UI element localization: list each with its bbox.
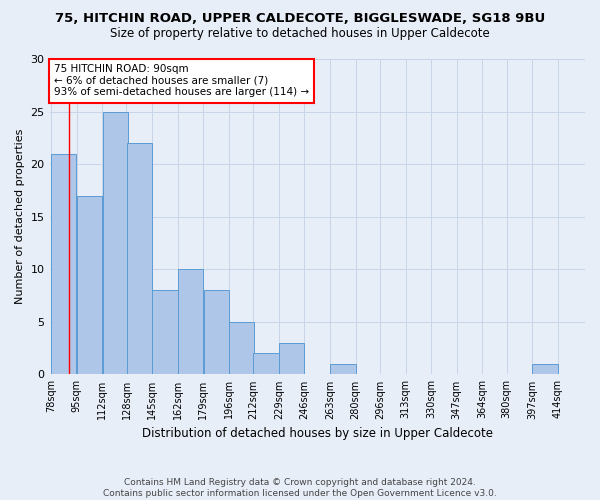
Bar (229, 322, 254, 374)
Bar (253, 354, 278, 374)
Bar (103, 112, 128, 374)
Bar (279, 343, 304, 374)
Text: 75, HITCHIN ROAD, UPPER CALDECOTE, BIGGLESWADE, SG18 9BU: 75, HITCHIN ROAD, UPPER CALDECOTE, BIGGL… (55, 12, 545, 26)
Text: 75 HITCHIN ROAD: 90sqm
← 6% of detached houses are smaller (7)
93% of semi-detac: 75 HITCHIN ROAD: 90sqm ← 6% of detached … (54, 64, 309, 98)
Y-axis label: Number of detached properties: Number of detached properties (15, 129, 25, 304)
Text: Contains HM Land Registry data © Crown copyright and database right 2024.
Contai: Contains HM Land Registry data © Crown c… (103, 478, 497, 498)
Bar (331, 364, 356, 374)
Text: Size of property relative to detached houses in Upper Caldecote: Size of property relative to detached ho… (110, 28, 490, 40)
Bar (127, 143, 152, 374)
Bar (532, 364, 557, 374)
X-axis label: Distribution of detached houses by size in Upper Caldecote: Distribution of detached houses by size … (142, 427, 493, 440)
Bar (152, 290, 178, 374)
Bar (203, 290, 229, 374)
Bar (178, 270, 203, 374)
Bar (51, 154, 76, 374)
Bar (77, 196, 102, 374)
